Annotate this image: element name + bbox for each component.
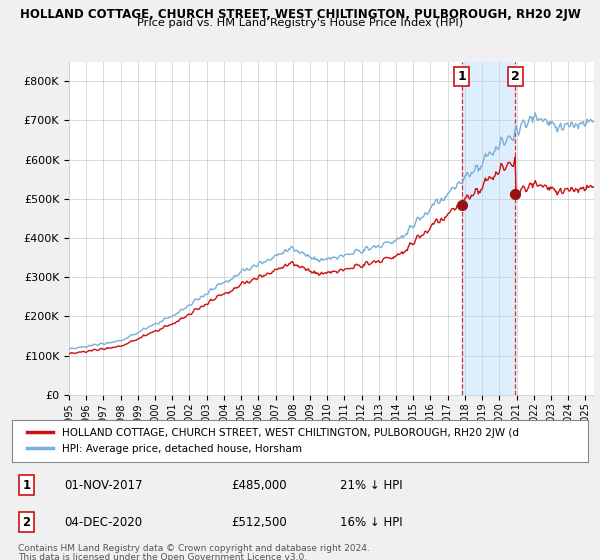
Legend: HOLLAND COTTAGE, CHURCH STREET, WEST CHILTINGTON, PULBOROUGH, RH20 2JW (d, HPI: : HOLLAND COTTAGE, CHURCH STREET, WEST CHI… [23, 424, 523, 458]
Text: Price paid vs. HM Land Registry's House Price Index (HPI): Price paid vs. HM Land Registry's House … [137, 18, 463, 28]
Text: 2: 2 [22, 516, 31, 529]
Text: 01-NOV-2017: 01-NOV-2017 [64, 479, 142, 492]
Text: 04-DEC-2020: 04-DEC-2020 [64, 516, 142, 529]
Text: 16% ↓ HPI: 16% ↓ HPI [340, 516, 403, 529]
Bar [462, 62, 515, 395]
Text: 21% ↓ HPI: 21% ↓ HPI [340, 479, 403, 492]
Text: 1: 1 [22, 479, 31, 492]
Text: £512,500: £512,500 [231, 516, 287, 529]
Text: Contains HM Land Registry data © Crown copyright and database right 2024.: Contains HM Land Registry data © Crown c… [18, 544, 370, 553]
Text: £485,000: £485,000 [231, 479, 287, 492]
Text: 1: 1 [458, 70, 466, 83]
Text: HOLLAND COTTAGE, CHURCH STREET, WEST CHILTINGTON, PULBOROUGH, RH20 2JW: HOLLAND COTTAGE, CHURCH STREET, WEST CHI… [20, 8, 580, 21]
Text: This data is licensed under the Open Government Licence v3.0.: This data is licensed under the Open Gov… [18, 553, 307, 560]
Text: 2: 2 [511, 70, 520, 83]
